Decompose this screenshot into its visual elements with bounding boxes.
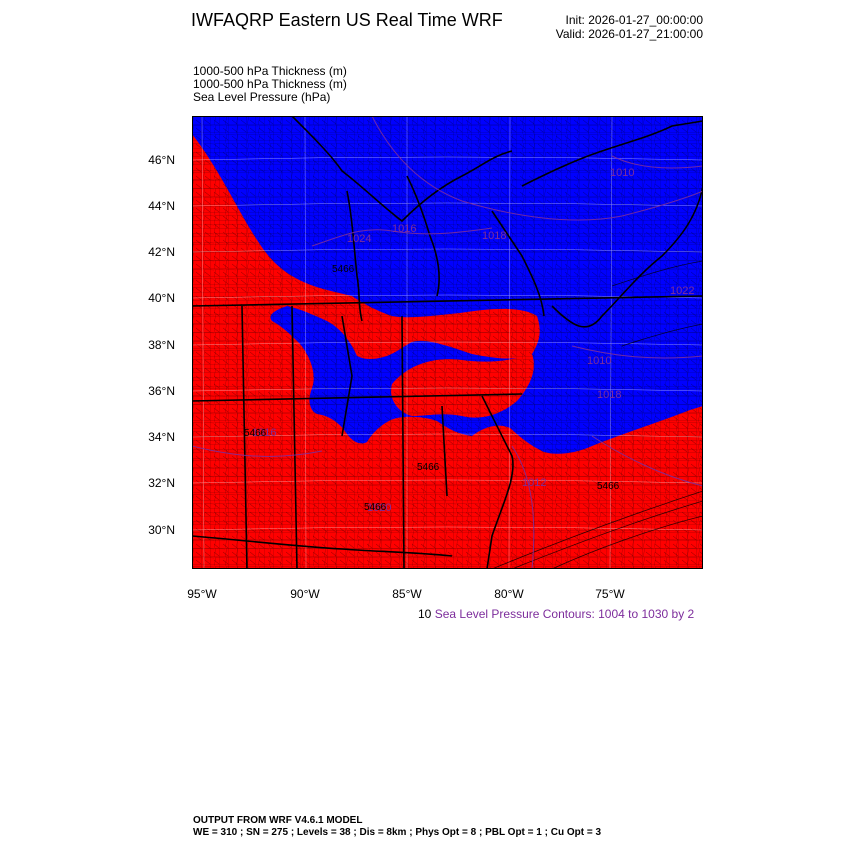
- lat-label-32: 32°N: [148, 476, 175, 490]
- lat-label-36: 36°N: [148, 384, 175, 398]
- lat-label-40: 40°N: [148, 291, 175, 305]
- slp-label: 1020: [367, 502, 391, 514]
- contour-info: 10 Sea Level Pressure Contours: 1004 to …: [418, 607, 694, 621]
- thickness-label: 5466: [417, 462, 440, 473]
- slp-label: 1016: [392, 223, 416, 235]
- weather-map: 1010 1016 1024 1018 1010 1022 1018 1016 …: [192, 116, 703, 569]
- slp-label: 1018: [482, 230, 506, 242]
- slp-label: 1012: [522, 477, 546, 489]
- model-version: OUTPUT FROM WRF V4.6.1 MODEL: [193, 815, 363, 826]
- lat-label-30: 30°N: [148, 523, 175, 537]
- slp-label: 1018: [597, 389, 621, 401]
- lon-label-85: 85°W: [392, 587, 422, 601]
- slp-label: 1024: [347, 233, 371, 245]
- init-time: Init: 2026-01-27_00:00:00: [565, 13, 703, 27]
- model-options: WE = 310 ; SN = 275 ; Levels = 38 ; Dis …: [193, 827, 602, 838]
- lon-label-90: 90°W: [290, 587, 320, 601]
- thickness-label: 5466: [332, 264, 355, 275]
- lon-label-95: 95°W: [187, 587, 217, 601]
- lat-label-42: 42°N: [148, 245, 175, 259]
- field-thickness-1: 1000-500 hPa Thickness (m): [193, 64, 347, 78]
- thickness-label: 5466: [597, 481, 620, 492]
- slp-contour-info: Sea Level Pressure Contours: 1004 to 103…: [434, 607, 695, 621]
- slp-label: 1010: [587, 355, 611, 367]
- field-slp: Sea Level Pressure (hPa): [193, 90, 331, 104]
- thickness-label: 5466: [364, 502, 387, 513]
- field-thickness-2: 1000-500 hPa Thickness (m): [193, 77, 347, 91]
- chart-title: IWFAQRP Eastern US Real Time WRF: [191, 10, 503, 30]
- lat-label-44: 44°N: [148, 199, 175, 213]
- slp-label: 1010: [610, 167, 634, 179]
- slp-label: 1022: [670, 285, 694, 297]
- lat-label-38: 38°N: [148, 338, 175, 352]
- lat-label-34: 34°N: [148, 430, 175, 444]
- contour-prefix: 10: [418, 607, 432, 621]
- lon-label-80: 80°W: [494, 587, 524, 601]
- field-legend: 1000-500 hPa Thickness (m) 1000-500 hPa …: [193, 65, 347, 104]
- lat-label-46: 46°N: [148, 153, 175, 167]
- thickness-label: 5466: [244, 428, 267, 439]
- run-times: Init: 2026-01-27_00:00:00 Valid: 2026-01…: [556, 13, 703, 41]
- model-info: OUTPUT FROM WRF V4.6.1 MODEL WE = 310 ; …: [193, 815, 601, 839]
- lon-label-75: 75°W: [595, 587, 625, 601]
- slp-label: 1016: [252, 427, 276, 439]
- valid-time: Valid: 2026-01-27_21:00:00: [555, 27, 703, 41]
- map-frame: [192, 116, 703, 569]
